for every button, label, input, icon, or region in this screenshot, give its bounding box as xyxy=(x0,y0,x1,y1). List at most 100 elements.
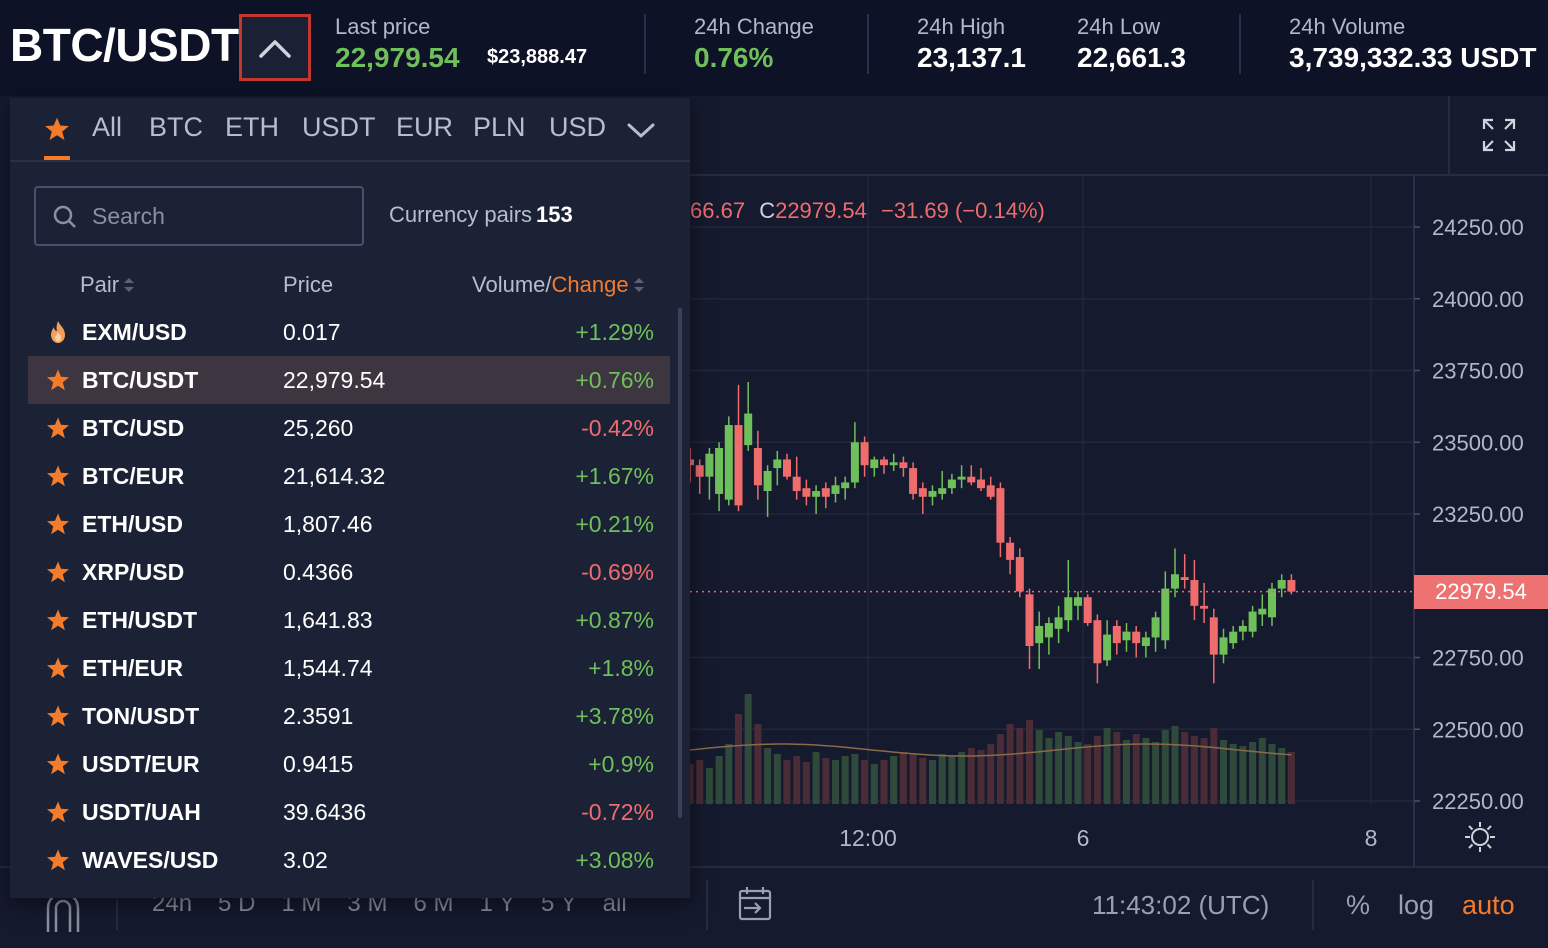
log-scale-button[interactable]: log xyxy=(1398,890,1435,920)
pair-price: 1,807.46 xyxy=(283,511,373,537)
volume-bar xyxy=(1220,740,1227,804)
candle-body xyxy=(1171,574,1179,589)
pair-price: 21,614.32 xyxy=(283,463,386,489)
volume-average-line xyxy=(689,743,1292,757)
volume-bar xyxy=(705,768,713,804)
ohlc-partial-value: 66.67 xyxy=(690,198,746,223)
fire-icon[interactable] xyxy=(46,319,70,345)
candle-body xyxy=(1035,625,1044,644)
star-icon[interactable] xyxy=(46,751,70,777)
pair-price: 0.4366 xyxy=(283,559,354,585)
tab-pln[interactable]: PLN xyxy=(473,112,526,142)
volume-change-column-header[interactable]: Volume/Change xyxy=(472,272,645,298)
favorites-tab-star-icon[interactable] xyxy=(44,116,70,142)
price-column-header: Price xyxy=(283,272,333,298)
candle-body xyxy=(1044,623,1053,638)
search-icon xyxy=(53,205,76,228)
star-icon[interactable] xyxy=(46,367,70,393)
tab-btc[interactable]: BTC xyxy=(149,112,203,142)
candle-body xyxy=(967,476,976,483)
tab-usd[interactable]: USD xyxy=(549,112,607,142)
candle-body xyxy=(880,459,888,466)
pair-row[interactable]: USDT/UAH 39.6436 -0.72% xyxy=(28,788,670,836)
candle-body xyxy=(802,488,811,497)
price-tick-label: 22500.00 xyxy=(1432,717,1524,742)
chevron-down-icon[interactable] xyxy=(626,118,656,142)
pair-row[interactable]: BTC/USDT 22,979.54 +0.76% xyxy=(28,356,670,404)
pair-row[interactable]: BTC/USD 25,260 -0.42% xyxy=(28,404,670,452)
volume-bar xyxy=(725,744,733,804)
tab-all[interactable]: All xyxy=(92,112,123,142)
change-value: 0.76% xyxy=(694,42,774,73)
search-input[interactable] xyxy=(92,198,352,234)
change-stat: 24h Change 0.76% xyxy=(694,14,814,74)
volume-label: 24h Volume xyxy=(1289,14,1406,39)
candle-body xyxy=(947,479,956,489)
volume-bar xyxy=(1142,738,1150,804)
volume-bar xyxy=(715,756,723,804)
candle-body xyxy=(889,462,898,466)
pair-row[interactable]: XRP/USD 0.4366 -0.69% xyxy=(28,548,670,596)
percent-scale-button[interactable]: % xyxy=(1346,890,1371,920)
last-price-stat: Last price 22,979.54 xyxy=(335,14,460,74)
pair-row[interactable]: ETH/USD 1,807.46 +0.21% xyxy=(28,500,670,548)
candle-body xyxy=(918,488,927,497)
market-tabs: All BTC ETH USDT EUR PLN USD xyxy=(10,98,690,162)
candle-body xyxy=(734,425,743,506)
tab-usdt[interactable]: USDT xyxy=(302,112,376,142)
pair-row[interactable]: USDT/EUR 0.9415 +0.9% xyxy=(28,740,670,788)
candle-body xyxy=(705,453,714,477)
candle-body xyxy=(1054,617,1063,629)
pair-row[interactable]: WAVES/USD 3.02 +3.08% xyxy=(28,836,670,884)
collapse-markets-button[interactable] xyxy=(239,14,311,81)
star-icon[interactable] xyxy=(46,655,70,681)
pair-row[interactable]: TON/USDT 2.3591 +3.78% xyxy=(28,692,670,740)
tab-eur[interactable]: EUR xyxy=(396,112,454,142)
volume-bar xyxy=(987,744,995,804)
star-icon[interactable] xyxy=(46,415,70,441)
tab-eth[interactable]: ETH xyxy=(225,112,279,142)
star-icon[interactable] xyxy=(46,703,70,729)
candle-body xyxy=(1083,597,1092,624)
pair-price: 0.017 xyxy=(283,319,341,345)
pair-row[interactable]: EXM/USD 0.017 +1.29% xyxy=(28,308,670,356)
pair-row[interactable]: ETH/EUR 1,544.74 +1.8% xyxy=(28,644,670,692)
pair-name: WAVES/USD xyxy=(82,847,219,873)
divider xyxy=(116,880,118,930)
list-scrollbar[interactable] xyxy=(678,308,682,818)
price-tick-label: 22750.00 xyxy=(1432,646,1524,671)
star-icon[interactable] xyxy=(46,799,70,825)
star-icon[interactable] xyxy=(46,847,70,873)
star-icon[interactable] xyxy=(46,607,70,633)
volume-bar xyxy=(1229,744,1237,804)
pair-change: -0.72% xyxy=(581,799,654,825)
price-tick-label: 24250.00 xyxy=(1432,215,1524,240)
star-icon[interactable] xyxy=(46,511,70,537)
fullscreen-button[interactable] xyxy=(1448,96,1548,174)
pair-row[interactable]: ETH/USDT 1,641.83 +0.87% xyxy=(28,596,670,644)
chart-settings-button[interactable] xyxy=(1458,818,1502,856)
volume-bar xyxy=(851,754,859,804)
star-icon[interactable] xyxy=(46,463,70,489)
volume-bar xyxy=(1035,730,1043,804)
search-box[interactable] xyxy=(34,186,364,246)
volume-bar xyxy=(938,754,946,804)
auto-scale-button[interactable]: auto xyxy=(1462,890,1515,920)
candle-body xyxy=(1141,637,1150,647)
volume-bar xyxy=(1200,738,1208,804)
pair-price: 0.9415 xyxy=(283,751,354,777)
pair-name: ETH/EUR xyxy=(82,655,183,681)
high-label: 24h High xyxy=(917,14,1006,39)
pair-change: +0.21% xyxy=(575,511,654,537)
candlestick-chart[interactable]: 24250.00 24000.00 23750.00 23500.00 23250.00… xyxy=(0,96,1548,866)
pair-column-header[interactable]: Pair xyxy=(80,272,135,298)
star-icon[interactable] xyxy=(46,559,70,585)
pair-change: +1.8% xyxy=(588,655,654,681)
candle-body xyxy=(744,413,753,446)
low-stat: 24h Low 22,661.3 xyxy=(1077,14,1186,74)
volume-bar xyxy=(773,754,781,804)
sun-gear-icon xyxy=(1465,822,1495,852)
pair-row[interactable]: BTC/EUR 21,614.32 +1.67% xyxy=(28,452,670,500)
date-range-button[interactable] xyxy=(736,884,776,924)
pair-name: BTC/USDT xyxy=(82,367,199,393)
